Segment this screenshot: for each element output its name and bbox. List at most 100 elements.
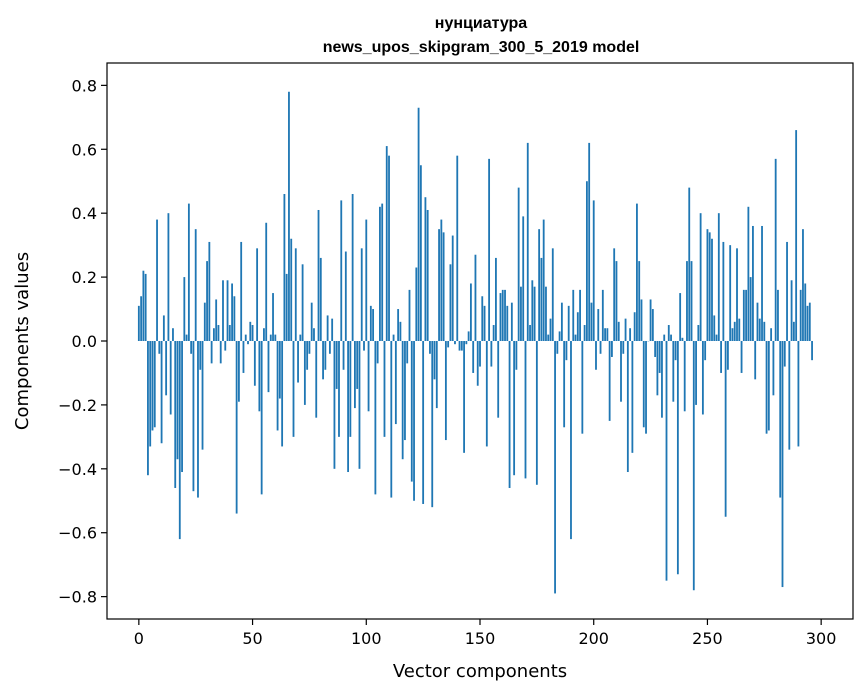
chart-title: нунциатура — [435, 15, 527, 32]
bar — [381, 203, 384, 341]
bar — [308, 341, 311, 354]
bar — [761, 225, 763, 341]
bar — [792, 321, 795, 341]
bar — [310, 302, 313, 341]
bar — [697, 325, 700, 341]
bar — [317, 209, 320, 341]
y-tick-label: 0.6 — [72, 140, 97, 159]
bar — [251, 325, 254, 341]
bar — [588, 142, 591, 341]
bar — [779, 341, 782, 498]
bar — [601, 289, 604, 341]
bar — [140, 296, 143, 341]
bar — [808, 302, 811, 341]
bar — [315, 341, 318, 418]
x-tick-label: 50 — [242, 629, 262, 648]
bar — [288, 91, 290, 341]
bar — [624, 318, 627, 341]
bar — [242, 341, 245, 373]
bar — [392, 334, 395, 341]
bar — [426, 209, 429, 341]
bar — [244, 334, 247, 341]
bar — [731, 328, 734, 341]
bar — [376, 341, 379, 364]
bar — [585, 181, 588, 341]
bar — [369, 305, 372, 341]
bar — [458, 341, 461, 351]
bar — [640, 299, 643, 341]
bar — [701, 341, 704, 415]
bar — [667, 325, 670, 341]
bar — [474, 254, 477, 341]
bar — [481, 296, 484, 341]
bar — [260, 341, 263, 495]
bar — [338, 341, 340, 437]
bar — [160, 341, 163, 444]
bar — [197, 341, 199, 498]
bar — [583, 325, 586, 341]
x-tick-label: 100 — [351, 629, 382, 648]
bar — [504, 289, 506, 341]
bar — [208, 241, 211, 341]
bar — [574, 334, 577, 341]
bar — [806, 305, 809, 341]
bar — [495, 257, 497, 341]
bar — [476, 341, 479, 386]
bar — [654, 341, 657, 357]
bar — [695, 341, 697, 405]
bar — [358, 341, 361, 469]
bar — [615, 261, 618, 341]
bar — [708, 232, 711, 341]
bar — [699, 213, 702, 341]
bar — [754, 341, 757, 380]
y-tick-label: −0.8 — [58, 588, 97, 607]
bar — [595, 341, 597, 370]
bar — [410, 341, 413, 482]
bar — [545, 286, 547, 341]
bar — [774, 158, 777, 341]
x-tick-label: 150 — [465, 629, 496, 648]
bar — [692, 341, 695, 591]
bar — [572, 289, 575, 341]
bar — [442, 232, 445, 341]
bar — [290, 238, 293, 341]
bar — [322, 341, 324, 380]
bar — [328, 341, 331, 354]
bar — [394, 341, 397, 425]
bar — [324, 341, 327, 370]
bar — [385, 146, 388, 341]
plot-frame — [106, 62, 854, 620]
bar — [672, 341, 675, 402]
bar — [469, 283, 472, 341]
bar — [465, 341, 468, 345]
bar — [419, 165, 422, 341]
bar — [269, 334, 272, 341]
bar — [540, 257, 543, 341]
bar — [558, 331, 561, 341]
bar — [431, 341, 434, 508]
bar — [565, 341, 568, 361]
bar — [169, 341, 172, 415]
bar — [679, 293, 682, 341]
bar — [811, 341, 813, 361]
bar — [335, 341, 338, 389]
bar — [224, 341, 227, 351]
bar — [567, 305, 570, 341]
bar — [319, 257, 322, 341]
bar — [802, 229, 804, 341]
bar — [456, 155, 459, 341]
bar — [240, 241, 243, 341]
bar — [715, 334, 718, 341]
bar — [611, 341, 613, 357]
bar — [367, 341, 370, 412]
bar — [683, 341, 686, 412]
bar — [758, 318, 761, 341]
bar — [406, 341, 409, 364]
bar — [549, 318, 552, 341]
bar — [454, 341, 456, 345]
bar — [686, 261, 688, 341]
bar — [433, 341, 436, 380]
bar — [451, 235, 454, 341]
bar — [535, 341, 538, 485]
bar — [638, 261, 641, 341]
